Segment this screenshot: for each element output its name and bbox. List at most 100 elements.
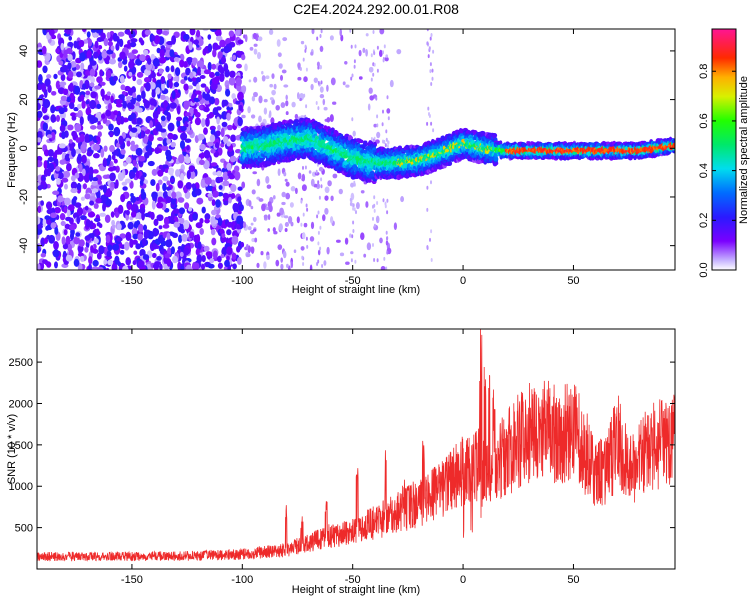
- spectrogram-cell: [50, 105, 56, 114]
- spectrogram-cell: [383, 256, 386, 261]
- spectrogram-cell: [360, 232, 365, 240]
- spectrogram-cell: [214, 45, 221, 50]
- spectrogram-cell: [263, 98, 268, 103]
- spectrogram-cell: [132, 75, 137, 82]
- spectrogram-cell: [156, 214, 164, 222]
- spectrogram-cell: [137, 233, 143, 241]
- spectrogram-cell: [426, 29, 429, 32]
- spectrogram-cell: [237, 186, 243, 191]
- spectrogram-cell: [159, 263, 163, 270]
- spectrogram-cell: [143, 229, 149, 240]
- spectrogram-cell: [105, 234, 111, 244]
- spectrogram-cell: [252, 171, 258, 175]
- spectrogram-cell: [74, 202, 82, 208]
- spectrogram-cell: [166, 180, 171, 186]
- spectrogram-cell: [427, 54, 430, 59]
- spectrogram-cell: [183, 219, 190, 230]
- spectrogram-cell: [382, 198, 385, 203]
- spectrogram-cell: [196, 254, 203, 264]
- spectrogram-cell: [210, 216, 216, 225]
- spectrogram-cell: [77, 252, 84, 257]
- spectrogram-cell: [319, 225, 322, 230]
- spectrogram-cell: [315, 101, 318, 105]
- spectrogram-cell: [207, 193, 213, 198]
- spectrogram-cell: [65, 235, 71, 245]
- spectrogram-cell: [93, 51, 99, 59]
- spectrogram-cell: [37, 137, 42, 143]
- spectrogram-cell: [358, 49, 362, 57]
- spectrogram-cell: [367, 103, 371, 111]
- spectrogram-cell: [178, 207, 186, 215]
- spectrogram-cell: [216, 170, 222, 177]
- spectrogram-cell: [180, 132, 188, 141]
- spectrogram-cell: [71, 148, 76, 157]
- spectrogram-cell: [197, 38, 204, 47]
- spectrogram-cell: [119, 51, 126, 60]
- spectrogram-cell: [353, 180, 356, 185]
- spectrogram-cell: [345, 261, 350, 265]
- spectrogram-cell: [344, 237, 349, 245]
- spectrogram-cell: [65, 47, 73, 55]
- spectrogram-cell: [223, 200, 229, 206]
- spectrogram-cell: [95, 197, 102, 204]
- spectrogram-cell: [201, 118, 206, 128]
- spectrogram-cell: [70, 61, 77, 68]
- spectrogram-cell: [169, 178, 175, 183]
- spectrogram-cell: [204, 86, 209, 93]
- spectrogram-cell: [365, 201, 369, 208]
- spectrogram-cell: [39, 184, 45, 189]
- spectrogram-cell: [115, 42, 120, 51]
- spectrogram-cell: [86, 151, 93, 157]
- spectrogram-cell: [126, 140, 131, 147]
- spectrogram-cell: [318, 166, 324, 172]
- spectrogram-cell: [63, 49, 68, 58]
- spectrogram-cell: [431, 68, 434, 73]
- spectrogram-cell: [324, 195, 329, 201]
- spectrogram-cell: [144, 29, 151, 36]
- spectrogram-cell: [106, 91, 111, 97]
- spectrogram-cell: [109, 172, 116, 182]
- spectrogram-cell: [316, 36, 319, 41]
- spectrogram-cell: [151, 168, 158, 176]
- spectrogram-cell: [294, 187, 298, 195]
- spectrogram-cell: [317, 161, 322, 165]
- spectrogram-cell: [111, 52, 116, 59]
- spectrogram-cell: [300, 246, 305, 251]
- spectrogram-cell: [91, 181, 98, 186]
- spectrogram-cell: [37, 102, 41, 111]
- spectrogram-cell: [72, 196, 78, 201]
- spectrogram-cell: [352, 206, 355, 211]
- spectrogram-cell: [58, 107, 65, 115]
- spectrogram-cell: [92, 153, 100, 159]
- spectrogram-cell: [94, 40, 99, 49]
- spectrogram-cell: [61, 177, 69, 183]
- spectrogram-cell: [214, 142, 220, 149]
- spectrogram-cell: [235, 100, 241, 105]
- spectrogram-cell: [263, 261, 267, 269]
- spectrogram-cell: [179, 251, 184, 258]
- spectrogram-cell: [372, 72, 375, 77]
- spectrogram-cell: [282, 250, 287, 259]
- spectrogram-cell: [223, 160, 228, 170]
- spectrogram-cell: [336, 239, 341, 243]
- spectrogram-cell: [226, 162, 232, 171]
- spectrogram-cell: [252, 32, 257, 40]
- spectrogram-cell: [329, 35, 334, 41]
- spectrogram-cell: [116, 142, 121, 149]
- spectrogram-cell: [254, 237, 258, 243]
- spectrogram-cell: [378, 49, 383, 58]
- spectrogram-cell: [277, 168, 281, 177]
- spectrogram-cell: [212, 250, 218, 259]
- spectrogram-cell: [127, 221, 134, 230]
- spectrogram-cell: [167, 190, 172, 197]
- spectrogram-cell: [358, 76, 363, 80]
- spectrogram-cell: [180, 173, 185, 182]
- spectrogram-cell: [103, 259, 108, 265]
- spectrogram-cell: [189, 29, 196, 36]
- spectrogram-cell: [319, 86, 324, 93]
- spectrogram-cell: [324, 207, 329, 215]
- spectrogram-cell: [102, 202, 106, 212]
- spectrogram-cell: [229, 70, 236, 78]
- spectrogram-cell: [82, 183, 87, 190]
- spectrogram-cell: [301, 255, 304, 260]
